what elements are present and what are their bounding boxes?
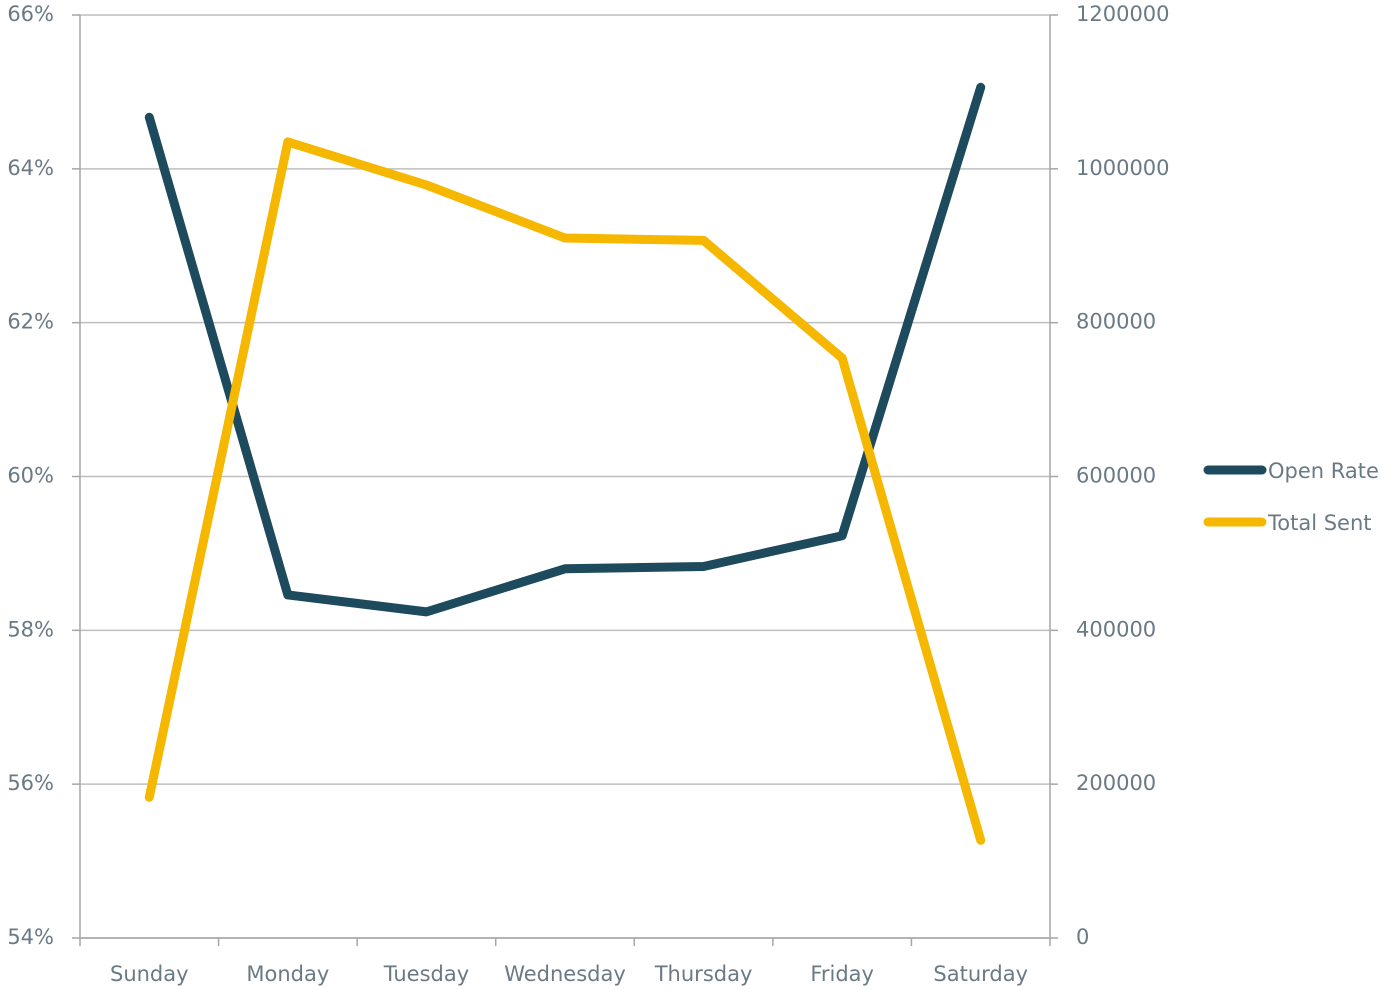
- y-tick-label: 56%: [7, 771, 54, 795]
- x-tick-label: Friday: [810, 962, 874, 986]
- x-tick-label: Monday: [246, 962, 329, 986]
- y2-tick-label: 1000000: [1076, 156, 1170, 180]
- y2-tick-label: 200000: [1076, 771, 1156, 795]
- y-tick-label: 58%: [7, 617, 54, 641]
- y2-tick-label: 800000: [1076, 310, 1156, 334]
- legend-label: Total Sent: [1267, 511, 1372, 535]
- y-tick-label: 54%: [7, 925, 54, 949]
- y2-tick-label: 600000: [1076, 464, 1156, 488]
- y-tick-label: 60%: [7, 464, 54, 488]
- y2-tick-label: 1200000: [1076, 2, 1170, 26]
- legend-label: Open Rate: [1268, 459, 1379, 483]
- x-tick-label: Wednesday: [504, 962, 626, 986]
- y-tick-label: 66%: [7, 2, 54, 26]
- x-tick-label: Thursday: [654, 962, 753, 986]
- series-line: [144, 82, 986, 617]
- x-tick-label: Sunday: [110, 962, 189, 986]
- y2-tick-label: 0: [1076, 925, 1089, 949]
- y-tick-label: 62%: [7, 310, 54, 334]
- series-line: [144, 137, 986, 845]
- x-tick-label: Tuesday: [383, 962, 469, 986]
- x-tick-label: Saturday: [933, 962, 1028, 986]
- y-tick-label: 64%: [7, 156, 54, 180]
- y2-tick-label: 400000: [1076, 617, 1156, 641]
